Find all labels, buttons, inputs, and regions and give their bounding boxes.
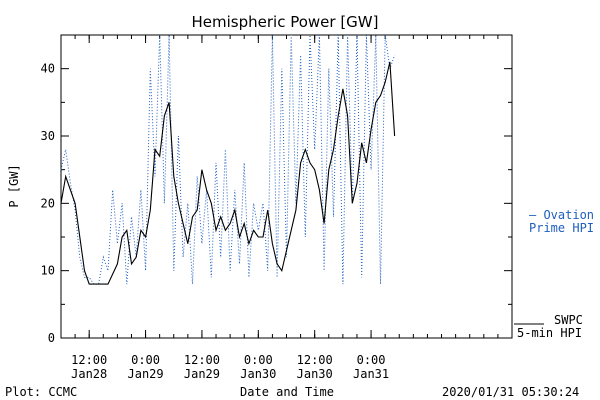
- legend-swpc-line1: SWPC: [554, 313, 583, 327]
- y-axis: 0 10 20 30 40: [41, 34, 512, 345]
- y-axis-label: P [GW]: [7, 164, 21, 207]
- series-ovation-prime-line: [60, 34, 396, 285]
- series-swpc-line: [60, 61, 396, 285]
- legend-swpc-line2: 5-min HPI: [517, 326, 582, 340]
- x-tick-label-date: Jan29: [128, 367, 164, 381]
- x-tick-label-date: Jan30: [240, 367, 276, 381]
- x-tick-label-date: Jan31: [353, 367, 389, 381]
- legend-ovation-line1: — Ovation: [529, 208, 594, 222]
- x-axis: 12:00Jan280:00Jan2912:00Jan290:00Jan3012…: [60, 35, 513, 381]
- x-tick-label-time: 12:00: [297, 353, 333, 367]
- legend-ovation-line2: Prime HPI: [529, 221, 594, 235]
- y-tick-label: 0: [48, 331, 55, 345]
- x-tick-label-date: Jan30: [297, 367, 333, 381]
- footer-timestamp: 2020/01/31 05:30:24: [442, 385, 579, 399]
- chart-title: Hemispheric Power [GW]: [192, 13, 379, 31]
- x-axis-label: Date and Time: [240, 385, 334, 399]
- x-tick-label-time: 0:00: [357, 353, 386, 367]
- x-tick-label-time: 12:00: [71, 353, 107, 367]
- x-tick-label-date: Jan28: [71, 367, 107, 381]
- y-tick-label: 10: [41, 264, 55, 278]
- footer-credit: Plot: CCMC: [5, 385, 77, 399]
- y-tick-label: 40: [41, 62, 55, 76]
- y-tick-label: 20: [41, 196, 55, 210]
- y-tick-label: 30: [41, 129, 55, 143]
- x-tick-label-time: 12:00: [184, 353, 220, 367]
- x-tick-label-date: Jan29: [184, 367, 220, 381]
- x-tick-label-time: 0:00: [131, 353, 160, 367]
- plot-frame: [60, 34, 513, 339]
- series-layer: [60, 34, 396, 285]
- x-tick-label-time: 0:00: [244, 353, 273, 367]
